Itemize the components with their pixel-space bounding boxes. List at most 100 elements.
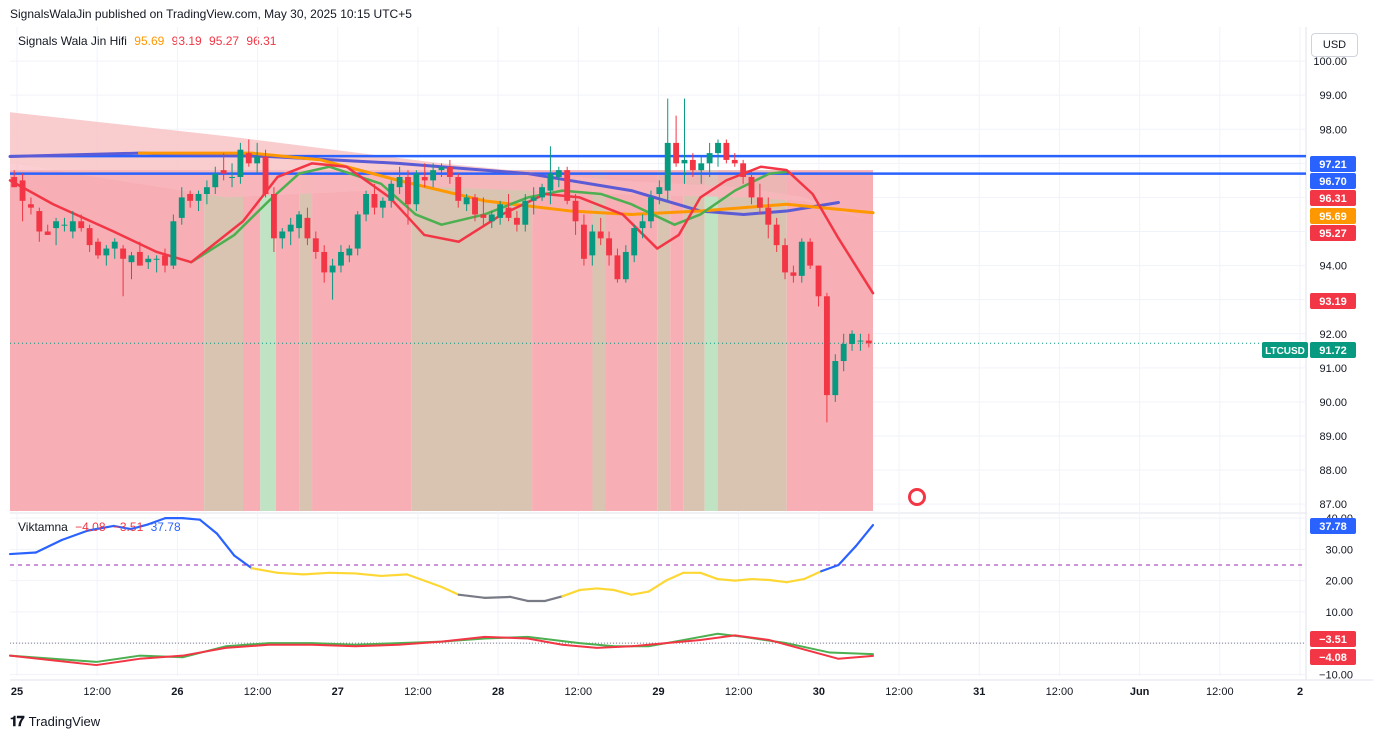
candle-body — [245, 153, 252, 164]
osc-value-label-bg — [1310, 649, 1356, 665]
candle-body — [673, 142, 680, 164]
candle-body — [497, 204, 504, 218]
candle-body — [262, 156, 269, 195]
purple-ma-line — [8, 151, 840, 216]
candle-body — [53, 221, 60, 229]
price-label-bg — [1310, 156, 1356, 172]
candle-body — [463, 197, 470, 205]
osc-value-1: −4.08 — [75, 520, 106, 534]
candle-body — [354, 214, 361, 249]
candle-body — [731, 159, 738, 164]
background-zone — [657, 170, 671, 512]
y-tick-label: 92.00 — [1319, 329, 1347, 341]
candle-body — [279, 231, 286, 239]
osc-main-segment — [820, 563, 840, 573]
osc-main-segment — [630, 590, 650, 596]
candle-body — [321, 251, 328, 273]
candle-body — [195, 194, 202, 201]
osc-y-tick-label: 10.00 — [1325, 607, 1353, 619]
candle-body — [187, 194, 194, 201]
indicator-name: Signals Wala Jin Hifi — [18, 34, 127, 48]
candle-body — [86, 228, 93, 246]
candle-body — [581, 224, 587, 259]
osc-y-tick-label: 20.00 — [1325, 576, 1353, 588]
tradingview-logo: 𝟏𝟕 TradingView — [10, 713, 100, 730]
y-tick-label: 99.00 — [1319, 90, 1347, 102]
background-zone — [204, 170, 244, 512]
candle-body — [849, 333, 855, 344]
osc-main-segment — [86, 524, 115, 532]
candle-body — [405, 176, 411, 205]
osc-main-segment — [802, 570, 823, 581]
candle-body — [178, 197, 185, 218]
candle-body — [162, 255, 168, 266]
candle-body — [136, 251, 143, 266]
x-tick-label: 29 — [652, 686, 664, 698]
candle-body — [346, 248, 353, 256]
candle-body — [715, 142, 721, 154]
osc-main-segment — [405, 573, 426, 582]
candle-body — [798, 241, 805, 276]
price-label-bg — [1310, 173, 1356, 189]
osc-value-label: 37.78 — [1319, 521, 1347, 533]
candle-body — [220, 170, 227, 174]
candle-body — [312, 238, 319, 252]
x-tick-label: 31 — [973, 686, 985, 698]
osc-main-segment — [578, 587, 598, 592]
candle-body — [807, 241, 814, 266]
candle-body — [103, 248, 110, 256]
publisher-caption: SignalsWalaJin published on TradingView.… — [10, 7, 412, 21]
x-tick-label: 12:00 — [1046, 686, 1074, 698]
osc-main-segment — [483, 595, 512, 599]
osc-red-line — [9, 634, 874, 667]
osc-main-segment — [328, 571, 357, 575]
candle-body — [815, 265, 822, 297]
candle-body — [287, 224, 294, 232]
osc-main-segment — [768, 578, 788, 584]
candle-body — [120, 248, 127, 259]
candle-body — [857, 340, 864, 342]
candle-body — [203, 187, 210, 195]
candle-body — [379, 200, 386, 208]
candle-body — [329, 265, 336, 273]
candle-body — [790, 272, 797, 276]
osc-main-segment — [543, 595, 564, 603]
candle-body — [170, 221, 177, 266]
candle-body — [78, 221, 85, 229]
osc-main-segment — [233, 554, 253, 570]
currency-button[interactable]: USD — [1311, 33, 1358, 57]
x-tick-label: 12:00 — [244, 686, 272, 698]
osc-main-segment — [664, 571, 685, 582]
candle-body — [823, 296, 830, 396]
osc-main-segment — [8, 551, 37, 556]
y-tick-label: 88.00 — [1319, 465, 1347, 477]
candle-body — [111, 241, 118, 249]
brand-name: TradingView — [28, 714, 101, 729]
osc-y-tick-label: −10.00 — [1319, 669, 1353, 681]
legend-value-1: 95.69 — [134, 34, 165, 48]
x-tick-label: 12:00 — [1206, 686, 1234, 698]
candle-body — [396, 176, 403, 188]
background-zone — [312, 170, 412, 512]
candle-body — [371, 194, 378, 208]
osc-main-segment — [457, 593, 486, 599]
candle-body — [36, 211, 43, 232]
candle-body — [656, 187, 663, 195]
background-zone — [411, 170, 533, 512]
background-zone — [670, 170, 684, 512]
candle-body — [229, 176, 235, 178]
candle-body — [547, 173, 554, 191]
osc-value-label-bg — [1310, 518, 1356, 534]
osc-value-3: 37.78 — [150, 520, 181, 534]
price-label: 96.31 — [1319, 193, 1347, 205]
osc-main-segment — [595, 587, 616, 592]
price-label: 96.70 — [1319, 176, 1347, 188]
candle-body — [237, 149, 244, 177]
x-tick-label: 27 — [332, 686, 344, 698]
candle-body — [639, 221, 646, 229]
osc-y-tick-label: 30.00 — [1325, 544, 1353, 556]
price-label-bg — [1310, 208, 1356, 224]
candle-body — [11, 176, 18, 188]
background-zone — [592, 170, 606, 512]
